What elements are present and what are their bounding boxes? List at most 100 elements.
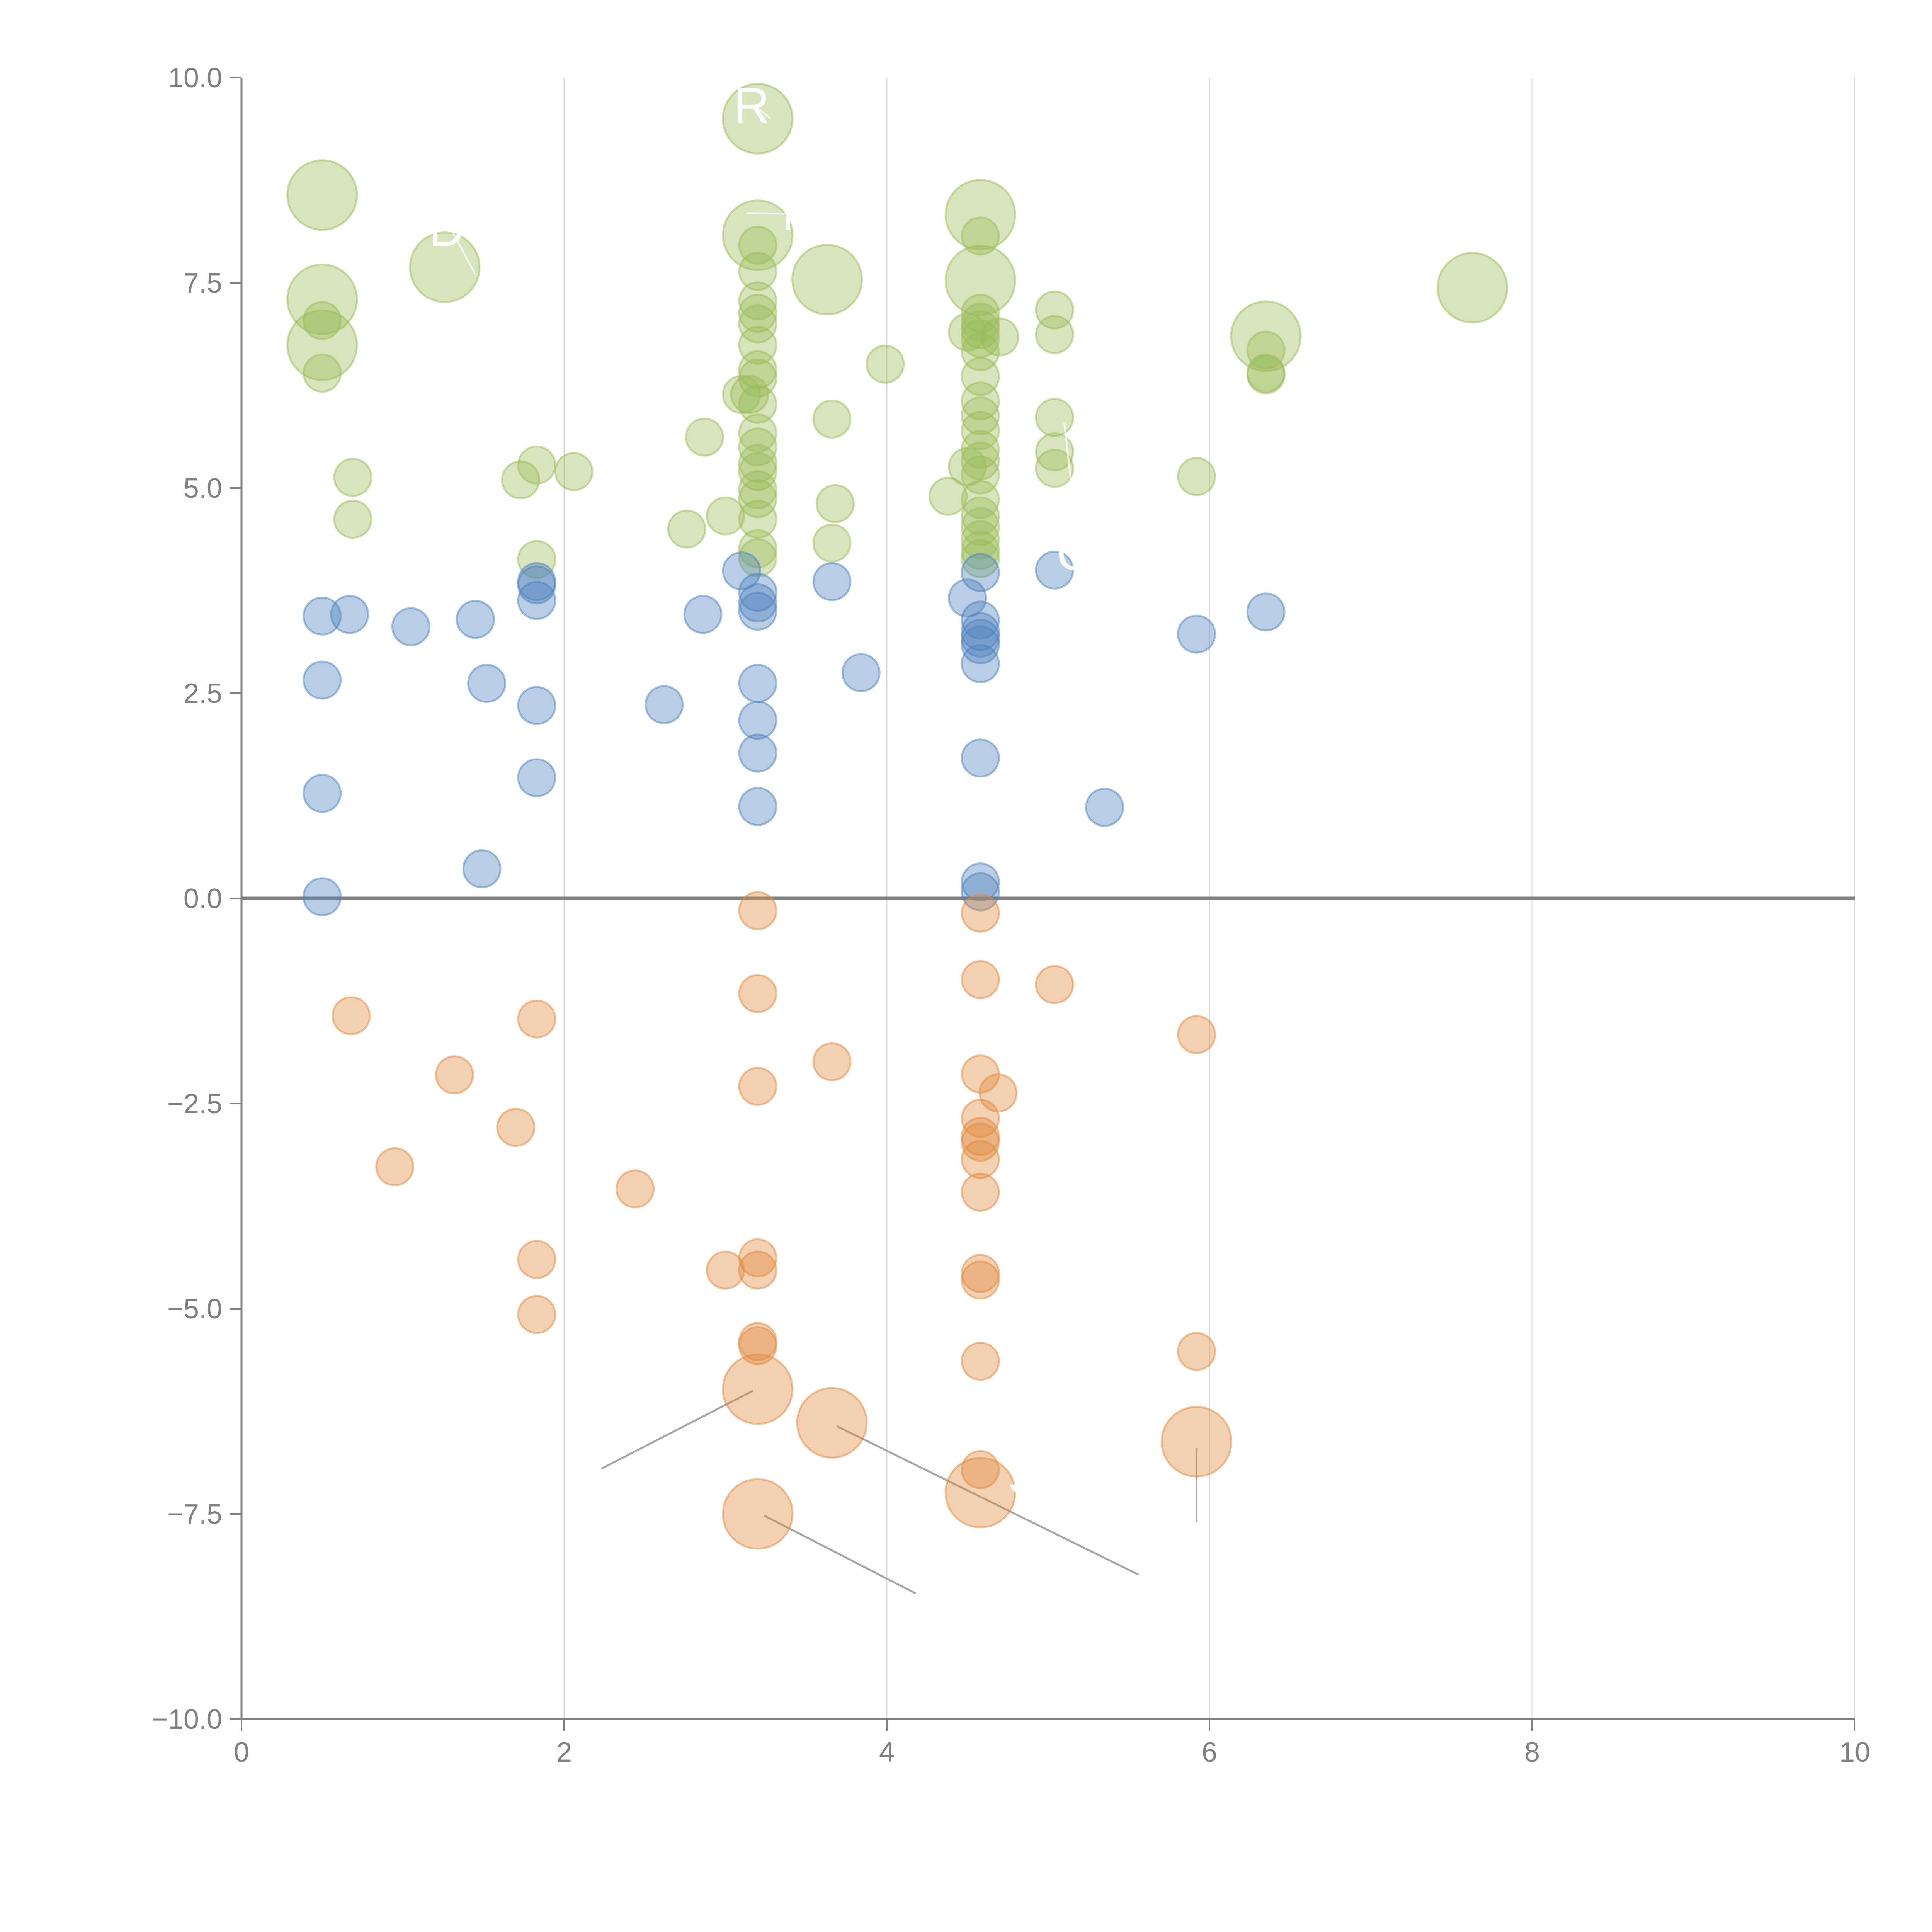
- bubble-high: [501, 460, 540, 500]
- bubble-high: [961, 216, 1000, 256]
- bubble-high: [1437, 252, 1509, 324]
- bubble-high: [961, 480, 1000, 519]
- bubble-low: [722, 1353, 794, 1425]
- bubble-low: [1035, 965, 1074, 1004]
- bubble-high: [722, 375, 761, 414]
- bubble-high: [929, 476, 968, 516]
- bubble-mid: [467, 664, 507, 703]
- bubble-low: [961, 1139, 1000, 1179]
- bubble-mid: [391, 607, 430, 646]
- bubble-low: [944, 1457, 1016, 1529]
- leader-line: [836, 1425, 1139, 1576]
- bubble-high: [961, 496, 1000, 536]
- bubble-high: [1035, 398, 1074, 437]
- bubble-mid: [330, 595, 369, 634]
- y-tick-label: 2.5: [184, 678, 222, 709]
- bubble-high: [722, 83, 794, 155]
- bubble-high: [812, 523, 852, 563]
- bubble-high: [738, 350, 777, 389]
- bubble-mid: [961, 644, 1000, 684]
- bubble-mid: [645, 685, 684, 724]
- bubble-mid: [961, 738, 1000, 778]
- bubble-high: [738, 252, 777, 291]
- bubble-mid: [517, 758, 556, 798]
- bubble-mid: [738, 592, 777, 631]
- bubble-low: [722, 1478, 794, 1550]
- bubble-low: [616, 1169, 655, 1209]
- bubble-mid: [738, 701, 777, 740]
- y-tick-label: −10.0: [152, 1704, 222, 1735]
- bubble-mid: [1246, 592, 1286, 632]
- bubble-mid: [303, 774, 342, 813]
- annotation-label: R: [733, 77, 770, 134]
- bubble-mid: [456, 600, 495, 639]
- y-tick-label: 5.0: [184, 473, 222, 504]
- bubble-high: [815, 484, 855, 523]
- bubble-high: [812, 400, 852, 439]
- bubble-high: [303, 354, 342, 393]
- annotation-label: C: [1056, 524, 1092, 581]
- y-tick-label: −2.5: [167, 1088, 222, 1119]
- bubble-mid: [738, 583, 777, 622]
- bubble-high: [961, 396, 1000, 435]
- bubble-high: [738, 479, 777, 519]
- bubble-high: [1177, 457, 1216, 496]
- bubble-high: [961, 531, 1000, 570]
- x-tick-label: 4: [879, 1737, 895, 1768]
- x-tick-label: 10: [1839, 1737, 1870, 1768]
- bubble-high: [738, 304, 777, 344]
- bubble-mid: [517, 686, 556, 725]
- bubble-low: [517, 1240, 556, 1279]
- annotation-leader: [756, 106, 771, 120]
- annotation-leader: [1063, 422, 1080, 555]
- annotation-label: D: [429, 200, 465, 257]
- x-axis-ticks: 0 2 4 6 8 10: [234, 1719, 1870, 1768]
- bubble-high: [948, 312, 987, 352]
- annotation-leader: [1030, 1477, 1138, 1572]
- bubble-mid: [303, 660, 342, 700]
- bubble-mid: [303, 877, 342, 917]
- bubble-low: [812, 1042, 852, 1082]
- bubble-high: [286, 159, 358, 231]
- annotation-label: M: [782, 184, 824, 240]
- bubble-high: [1246, 355, 1286, 395]
- bubble-low: [738, 891, 777, 930]
- x-tick-label: 6: [1202, 1737, 1217, 1768]
- bubble-high: [333, 500, 372, 539]
- bubble-mid: [961, 872, 1000, 912]
- bubble-high: [685, 417, 724, 457]
- bubble-low: [496, 1108, 536, 1147]
- bubble-high: [730, 375, 769, 414]
- bubble-high: [944, 245, 1016, 316]
- bubble-low: [738, 1238, 777, 1277]
- y-tick-label: −5.0: [167, 1294, 222, 1325]
- bubble-low: [961, 960, 1000, 999]
- annotation-leader: [746, 212, 805, 215]
- bubble-high: [738, 294, 777, 333]
- bubble-high: [706, 496, 745, 536]
- bubble-low: [517, 1295, 556, 1334]
- bubble-high: [738, 529, 777, 568]
- bubble-mid: [1085, 787, 1124, 827]
- bubble-low: [738, 1250, 777, 1290]
- bubble-low: [961, 893, 1000, 933]
- bubble-mid: [738, 787, 777, 826]
- bubble-mid: [948, 578, 987, 618]
- bubble-high: [517, 446, 556, 485]
- x-tick-label: 8: [1524, 1737, 1540, 1768]
- bubble-high: [866, 344, 905, 384]
- x-tick-label: 0: [234, 1737, 249, 1768]
- bubble-high: [303, 301, 342, 340]
- bubble-low: [961, 1122, 1000, 1162]
- bubble-high: [738, 470, 777, 509]
- bubble-low: [738, 974, 777, 1013]
- leader-line: [600, 1390, 753, 1470]
- bubble-low: [332, 996, 371, 1036]
- bubble-high: [667, 509, 706, 549]
- bubble-high: [961, 381, 1000, 421]
- bubble-high: [333, 457, 372, 497]
- bubble-mid: [961, 862, 1000, 902]
- bubble-mid: [303, 596, 342, 636]
- bubble-mid: [722, 551, 761, 591]
- bubble-high: [1035, 315, 1074, 354]
